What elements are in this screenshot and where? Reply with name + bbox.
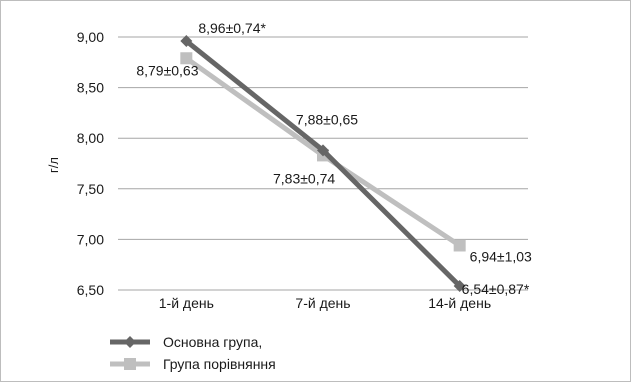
legend-marker bbox=[124, 336, 136, 348]
data-label: 6,94±1,03 bbox=[470, 248, 532, 264]
data-point bbox=[317, 144, 329, 157]
data-label: 7,83±0,74 bbox=[273, 170, 335, 186]
data-label: 7,88±0,65 bbox=[296, 111, 358, 127]
legend-label: Група порівняння bbox=[163, 356, 276, 372]
axis-layer: 6,50 7,00 7,50 8,00 8,50 9,00 1-й день 7-й день… bbox=[77, 29, 491, 311]
x-tick-label: 1-й день bbox=[159, 295, 214, 311]
y-axis-label: г/л bbox=[46, 157, 61, 173]
y-tick-label: 7,00 bbox=[77, 231, 104, 247]
x-tick-label: 7-й день bbox=[295, 295, 350, 311]
x-tick-label: 14-й день bbox=[428, 295, 491, 311]
data-point bbox=[180, 35, 193, 48]
data-point bbox=[453, 239, 466, 252]
series-layer bbox=[180, 35, 466, 292]
data-label: 8,79±0,63 bbox=[136, 62, 198, 78]
y-tick-label: 7,50 bbox=[77, 181, 104, 197]
legend: Основна група, Група порівняння bbox=[110, 334, 276, 372]
data-label: 8,96±0,74* bbox=[198, 20, 266, 36]
data-point bbox=[180, 52, 193, 65]
y-tick-label: 8,50 bbox=[77, 80, 104, 96]
legend-label: Основна група, bbox=[163, 334, 262, 350]
data-label-layer: 8,96±0,74* 7,88±0,65 6,54±0,87* 8,79±0,63 7,… bbox=[136, 20, 532, 297]
y-tick-label: 9,00 bbox=[77, 29, 104, 45]
y-tick-label: 8,00 bbox=[77, 130, 104, 146]
y-tick-label: 6,50 bbox=[77, 282, 104, 298]
data-label: 6,54±0,87* bbox=[462, 281, 530, 297]
legend-marker bbox=[124, 358, 136, 370]
data-point bbox=[453, 279, 466, 292]
